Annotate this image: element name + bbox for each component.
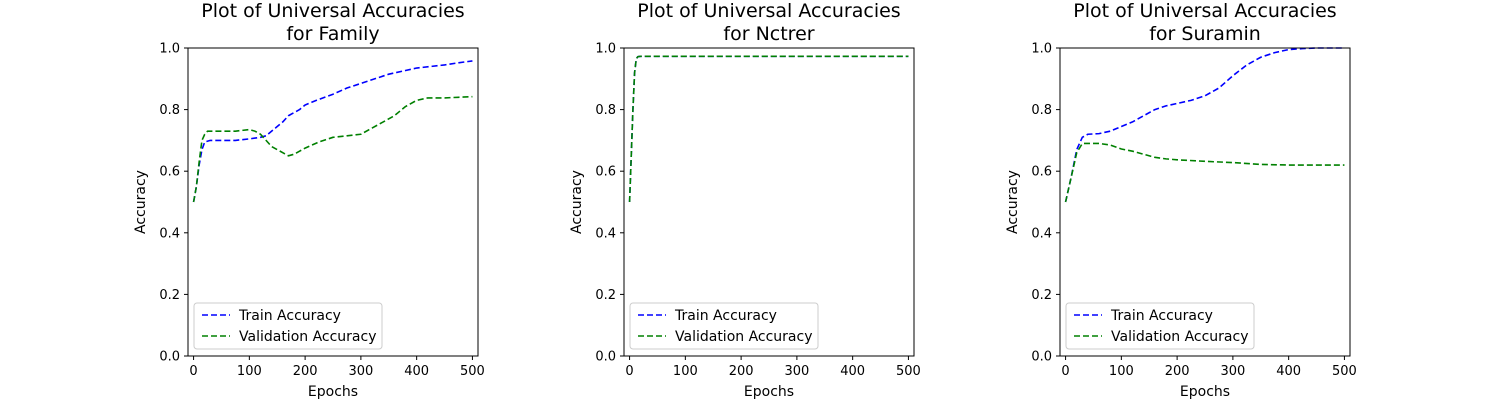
legend-label: Train Accuracy	[238, 308, 341, 324]
series-line-validation	[192, 95, 473, 203]
chart-title: Plot of Universal Accuracies	[201, 0, 464, 22]
x-tick-label: 300	[1220, 364, 1245, 379]
y-axis-label: Accuracy	[569, 170, 585, 234]
legend-box	[629, 302, 819, 350]
legend-box	[193, 302, 383, 350]
y-tick-label: 0.6	[159, 165, 180, 180]
chart-title: Plot of Universal Accuracies	[637, 0, 900, 22]
y-tick-label: 0.2	[159, 288, 180, 303]
x-tick-label: 0	[1061, 364, 1069, 379]
x-tick-label: 0	[189, 364, 197, 379]
x-tick-label: 100	[237, 364, 262, 379]
x-tick-label: 500	[896, 364, 921, 379]
legend-label: Validation Accuracy	[1111, 329, 1249, 345]
legend-box	[1065, 302, 1255, 350]
y-tick-label: 0.0	[595, 350, 616, 365]
x-tick-label: 0	[625, 364, 633, 379]
chart-title: for Family	[286, 23, 379, 45]
x-tick-label: 200	[1165, 364, 1190, 379]
y-tick-label: 0.0	[1031, 350, 1052, 365]
y-tick-label: 0.4	[595, 226, 616, 241]
y-tick-label: 0.0	[159, 350, 180, 365]
x-tick-label: 100	[673, 364, 698, 379]
x-tick-label: 200	[293, 364, 318, 379]
legend-label: Validation Accuracy	[239, 329, 377, 345]
y-axis-label: Accuracy	[133, 170, 149, 234]
y-tick-label: 0.2	[595, 288, 616, 303]
y-tick-label: 1.0	[595, 42, 616, 57]
y-tick-label: 1.0	[1031, 42, 1052, 57]
series-line-train	[628, 55, 909, 203]
y-tick-label: 0.8	[159, 103, 180, 118]
x-tick-label: 200	[729, 364, 754, 379]
legend-label: Validation Accuracy	[675, 329, 813, 345]
x-tick-label: 500	[1332, 364, 1357, 379]
y-tick-label: 0.4	[1031, 226, 1052, 241]
chart-title: for Suramin	[1149, 23, 1261, 45]
y-tick-label: 1.0	[159, 42, 180, 57]
y-tick-label: 0.6	[1031, 165, 1052, 180]
plot-frame	[187, 47, 479, 357]
x-tick-label: 500	[460, 364, 485, 379]
series-line-validation	[628, 55, 909, 203]
x-tick-label: 300	[348, 364, 373, 379]
series-line-validation	[1064, 142, 1345, 203]
series-line-train	[192, 60, 473, 203]
chart-title: Plot of Universal Accuracies	[1073, 0, 1336, 22]
series-line-train	[1064, 47, 1345, 203]
x-axis-label: Epochs	[1180, 384, 1230, 400]
y-tick-label: 0.8	[595, 103, 616, 118]
y-axis-label: Accuracy	[1005, 170, 1021, 234]
x-tick-label: 400	[404, 364, 429, 379]
y-tick-label: 0.6	[595, 165, 616, 180]
y-tick-label: 0.4	[159, 226, 180, 241]
y-tick-label: 0.8	[1031, 103, 1052, 118]
chart-title: for Nctrer	[723, 23, 814, 45]
plot-frame	[1059, 47, 1351, 357]
legend-label: Train Accuracy	[1110, 308, 1213, 324]
y-tick-label: 0.2	[1031, 288, 1052, 303]
x-axis-label: Epochs	[744, 384, 794, 400]
x-tick-label: 400	[1276, 364, 1301, 379]
x-tick-label: 100	[1109, 364, 1134, 379]
x-axis-label: Epochs	[308, 384, 358, 400]
legend-label: Train Accuracy	[674, 308, 777, 324]
x-tick-label: 400	[840, 364, 865, 379]
plot-frame	[623, 47, 915, 357]
x-tick-label: 300	[784, 364, 809, 379]
